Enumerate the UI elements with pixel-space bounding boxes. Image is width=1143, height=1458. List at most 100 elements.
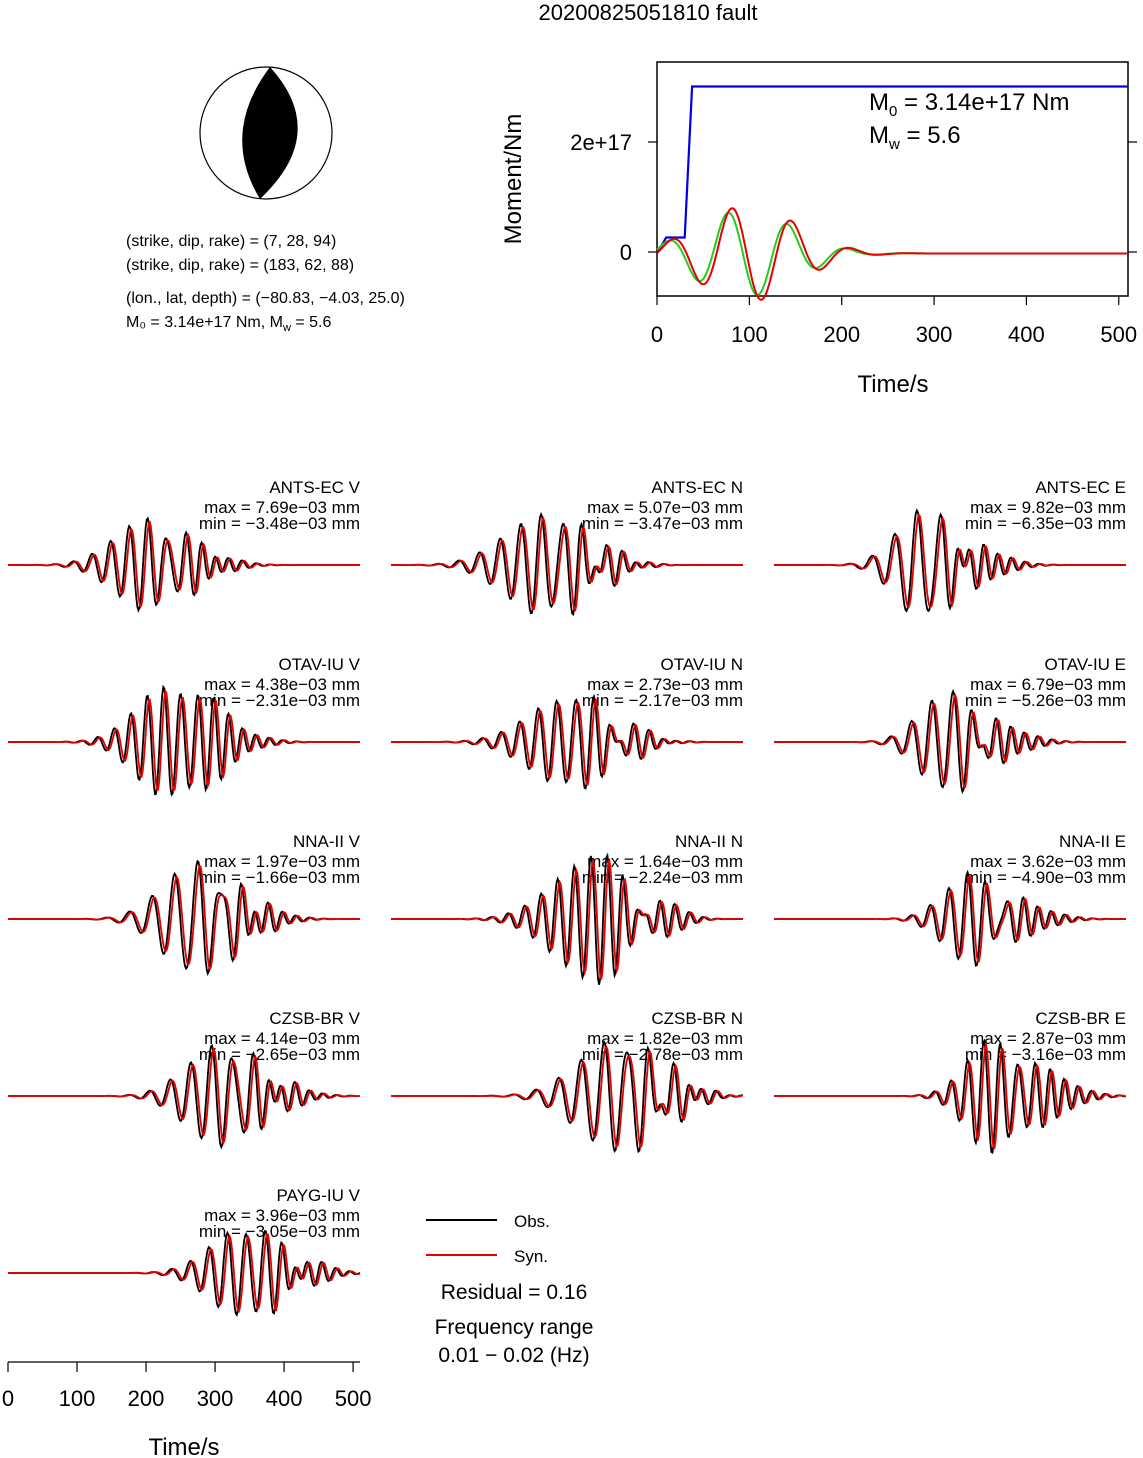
syn-waveform [391,515,743,612]
moment-summary-m0: M₀ = 3.14e+17 Nm, M [126,314,283,331]
moment-panel: 0 100 200 300 400 500 2e+17 0 Moment/Nm Time/… [500,61,1137,398]
station-label: NNA-II N [675,832,743,851]
nodal-plane-1: (strike, dip, rake) = (7, 28, 94) [126,233,336,250]
station-min: min = −3.48e−03 mm [199,514,360,533]
frequency-range-title: Frequency range [435,1316,594,1339]
ytick-2e17: 2e+17 [570,130,632,155]
station-min: min = −3.16e−03 mm [965,1045,1126,1064]
m0-main: M [869,89,889,116]
station-label: CZSB-BR E [1035,1009,1126,1028]
station-min: min = −3.47e−03 mm [582,514,743,533]
station-label: NNA-II V [293,832,361,851]
station-min: min = −6.35e−03 mm [965,514,1126,533]
ytick-0: 0 [620,240,632,265]
station-max: max = 4.14e−03 mm [204,1029,360,1048]
bottom-xtick-label: 200 [128,1386,165,1411]
syn-waveform [774,1042,1127,1150]
station-max: max = 4.38e−03 mm [204,675,360,694]
mw-value: = 5.6 [900,122,961,149]
station-min: min = −2.17e−03 mm [582,691,743,710]
station-max: max = 7.69e−03 mm [204,498,360,517]
station-min: min = −2.31e−03 mm [199,691,360,710]
bottom-xtick-label: 500 [335,1386,372,1411]
bottom-xlabel: Time/s [148,1434,219,1458]
bottom-xtick-label: 0 [2,1386,14,1411]
station-max: max = 2.87e−03 mm [970,1029,1126,1048]
syn-waveform [8,864,360,972]
syn-waveform [8,1233,361,1314]
station-label: CZSB-BR V [269,1009,360,1028]
syn-waveform [391,1044,744,1149]
moment-summary-w: w [282,322,291,334]
bottom-xtick-label: 300 [197,1386,234,1411]
station-max: max = 5.07e−03 mm [587,498,743,517]
syn-waveform [774,873,1126,964]
moment-ylabel: Moment/Nm [500,114,527,245]
stf-red-line [656,207,1128,301]
syn-waveform [8,689,360,793]
bottom-xtick-label: 400 [266,1386,303,1411]
m0-sub: 0 [889,103,897,120]
mw-sub: w [888,136,900,153]
station-label: NNA-II E [1059,832,1126,851]
beachball-icon [199,66,333,200]
station-min: min = −5.26e−03 mm [965,691,1126,710]
station-max: max = 3.96e−03 mm [204,1206,360,1225]
station-label: ANTS-EC E [1035,478,1126,497]
legend: Obs. Syn. Residual = 0.16 Frequency rang… [426,1212,593,1367]
station-max: max = 9.82e−03 mm [970,498,1126,517]
moment-panel-frame [656,61,1129,297]
station-max: max = 2.73e−03 mm [587,675,743,694]
hypocenter: (lon., lat, depth) = (−80.83, −4.03, 25.… [126,290,405,307]
station-max: max = 1.97e−03 mm [204,852,360,871]
mw-main: M [869,122,889,149]
moment-xlabel: Time/s [857,371,928,398]
moment-mw-label: Mw = 5.6 [869,122,961,153]
station-min: min = −1.66e−03 mm [199,868,360,887]
legend-obs-label: Obs. [514,1212,550,1231]
moment-xtick-label: 300 [916,322,953,347]
residual-label: Residual = 0.16 [441,1281,588,1304]
station-label: OTAV-IU E [1044,655,1126,674]
station-max: max = 1.64e−03 mm [587,852,743,871]
moment-xtick-label: 400 [1008,322,1045,347]
legend-syn-label: Syn. [514,1247,548,1266]
syn-waveform [8,520,360,610]
figure-title: 20200825051810 fault [539,0,758,25]
station-max: max = 3.62e−03 mm [970,852,1126,871]
station-min: min = −3.05e−03 mm [199,1222,360,1241]
station-label: ANTS-EC V [269,478,360,497]
station-label: CZSB-BR N [651,1009,743,1028]
syn-waveform [774,512,1126,609]
moment-xtick-label: 0 [651,322,663,347]
station-min: min = −4.90e−03 mm [965,868,1126,887]
frequency-range-value: 0.01 − 0.02 (Hz) [438,1344,589,1367]
syn-waveform [391,857,743,980]
station-label: ANTS-EC N [651,478,743,497]
moment-xtick-label: 200 [823,322,860,347]
station-max: max = 1.82e−03 mm [587,1029,743,1048]
station-min: min = −2.78e−03 mm [582,1045,743,1064]
station-label: OTAV-IU V [278,655,360,674]
syn-waveform [391,697,743,786]
moment-m0-label: M0 = 3.14e+17 Nm [869,89,1069,120]
bottom-time-axis: Time/s 0 100 200 300 400 500 [2,1361,372,1458]
station-max: max = 6.79e−03 mm [970,675,1126,694]
moment-x-ticks: 0 100 200 300 400 500 [651,296,1137,347]
moment-xtick-label: 100 [731,322,768,347]
m0-value: = 3.14e+17 Nm [897,89,1069,116]
